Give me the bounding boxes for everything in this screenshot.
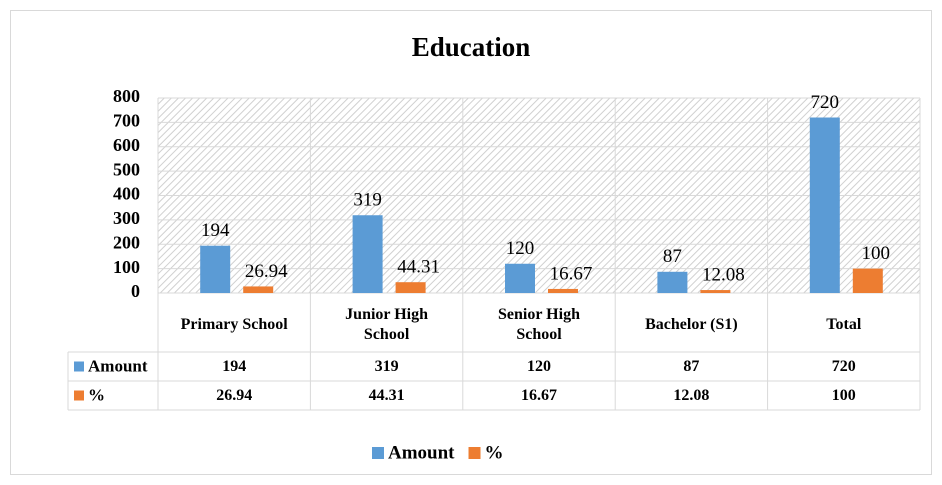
bar — [548, 288, 578, 293]
table-series-name: % — [88, 385, 105, 404]
x-tick-label: Primary School — [180, 316, 288, 333]
table-cell: 120 — [527, 358, 551, 375]
legend-swatch — [468, 447, 481, 459]
table-legend-swatch — [74, 361, 84, 372]
data-label: 87 — [663, 246, 682, 267]
x-tick-label: Bachelor (S1) — [645, 316, 738, 333]
table-cell: 26.94 — [216, 387, 252, 404]
data-label: 194 — [201, 220, 230, 241]
x-tick-label: Senior High School — [498, 306, 580, 343]
data-label: 44.31 — [397, 257, 440, 278]
data-label: 26.94 — [245, 261, 288, 282]
table-cell: 44.31 — [369, 387, 405, 404]
bar — [395, 282, 426, 293]
data-label: 12.08 — [702, 264, 745, 285]
y-tick-label: 0 — [131, 281, 140, 301]
y-tick-label: 100 — [113, 257, 140, 277]
data-label: 100 — [862, 243, 891, 264]
table-cell: 16.67 — [521, 387, 557, 404]
table-cell: 720 — [832, 358, 856, 375]
table-cell: 319 — [375, 358, 399, 375]
y-tick-label: 600 — [113, 135, 140, 155]
x-tick-label: Total — [826, 316, 862, 333]
data-label: 720 — [811, 92, 840, 113]
bar — [243, 286, 274, 293]
table-legend-swatch — [74, 390, 84, 401]
bar — [700, 290, 731, 293]
y-tick-label: 700 — [113, 111, 140, 131]
bar — [200, 245, 231, 293]
bar — [852, 268, 883, 293]
data-label: 319 — [353, 190, 382, 211]
bar — [352, 215, 383, 293]
legend-swatch — [372, 447, 384, 459]
bar — [809, 117, 840, 293]
y-tick-label: 200 — [113, 232, 140, 252]
bar — [505, 263, 535, 293]
table-series-name: Amount — [88, 356, 148, 375]
data-label: 120 — [506, 238, 535, 259]
bar — [657, 271, 688, 293]
x-tick-label: Junior High School — [345, 306, 429, 343]
table-cell: 87 — [683, 358, 699, 375]
legend-label: % — [485, 442, 504, 463]
y-tick-label: 300 — [113, 208, 140, 228]
chart-title: Education — [412, 32, 531, 62]
y-tick-label: 500 — [113, 159, 140, 179]
data-label: 16.67 — [550, 263, 593, 284]
table-cell: 100 — [832, 387, 856, 404]
table-cell: 12.08 — [673, 387, 709, 404]
y-tick-label: 800 — [113, 86, 140, 106]
table-cell: 194 — [222, 358, 246, 375]
legend-label: Amount — [388, 442, 455, 463]
y-tick-label: 400 — [113, 184, 140, 204]
